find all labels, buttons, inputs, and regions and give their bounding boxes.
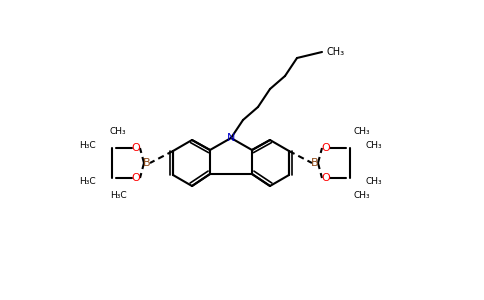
Text: CH₃: CH₃ <box>366 176 383 185</box>
Text: B: B <box>311 158 319 168</box>
Text: H₃C: H₃C <box>79 140 96 149</box>
Text: N: N <box>227 133 235 143</box>
Text: O: O <box>322 173 331 183</box>
Text: O: O <box>322 143 331 153</box>
Text: H₃C: H₃C <box>110 190 126 200</box>
Text: O: O <box>132 173 140 183</box>
Text: CH₃: CH₃ <box>110 127 126 136</box>
Text: CH₃: CH₃ <box>354 127 371 136</box>
Text: CH₃: CH₃ <box>354 190 371 200</box>
Text: H₃C: H₃C <box>79 176 96 185</box>
Text: CH₃: CH₃ <box>327 47 345 57</box>
Text: CH₃: CH₃ <box>366 140 383 149</box>
Text: O: O <box>132 143 140 153</box>
Text: B: B <box>143 158 151 168</box>
